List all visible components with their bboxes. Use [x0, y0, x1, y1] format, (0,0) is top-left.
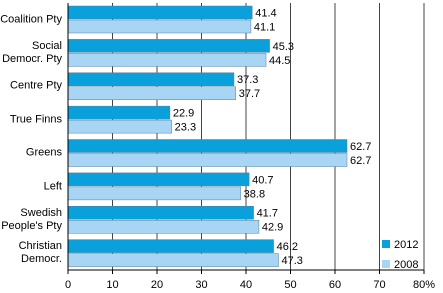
value-label: 45.3	[273, 41, 294, 53]
y-tick-label: True Finns	[9, 113, 62, 126]
bar	[67, 139, 348, 153]
bar	[67, 72, 235, 86]
value-label: 37.3	[237, 74, 258, 86]
y-tick-label: Coalition Pty	[0, 13, 62, 26]
x-tick-label: 80%	[413, 279, 435, 291]
value-label: 41.7	[257, 208, 278, 220]
x-tick-label: 50	[284, 279, 296, 291]
bar	[67, 239, 274, 253]
value-label: 37.7	[239, 88, 260, 100]
x-tick-label: 30	[195, 279, 207, 291]
value-label: 44.5	[269, 55, 290, 67]
bar	[67, 39, 270, 53]
value-label: 42.9	[262, 222, 283, 234]
value-label: 47.3	[281, 255, 302, 267]
bar	[67, 105, 171, 120]
x-tick-label: 40	[240, 279, 252, 291]
legend-label: 2012	[394, 239, 418, 251]
y-tick-label: Swedish People's Pty	[1, 206, 62, 232]
y-tick-label: Centre Pty	[10, 79, 62, 92]
bar	[67, 253, 279, 267]
value-label: 40.7	[252, 174, 273, 186]
bar	[67, 153, 348, 167]
x-tick-label: 10	[106, 279, 118, 291]
y-tick-label: Christian Democr.	[18, 240, 62, 266]
x-tick-label: 60	[329, 279, 341, 291]
value-label: 41.4	[255, 7, 276, 19]
bar	[67, 86, 237, 100]
x-tick-label: 0	[65, 279, 71, 291]
bar	[67, 53, 267, 67]
value-label: 22.9	[173, 108, 194, 120]
value-label: 46.2	[277, 241, 298, 253]
x-tick-label: 70	[373, 279, 385, 291]
y-tick-label: Social Democr. Pty	[2, 40, 62, 66]
legend-swatch	[382, 260, 390, 268]
legend-swatch	[382, 240, 390, 248]
bar	[67, 19, 252, 34]
bar	[67, 186, 241, 201]
bar	[67, 206, 254, 220]
legend-label: 2008	[394, 259, 418, 271]
value-label: 41.1	[254, 21, 275, 33]
value-label: 62.7	[350, 141, 371, 153]
bar	[67, 172, 250, 187]
value-label: 38.8	[244, 188, 265, 200]
value-label: 23.3	[175, 122, 196, 134]
x-tick-label: 20	[151, 279, 163, 291]
y-tick-label: Left	[43, 180, 62, 193]
value-label: 62.7	[350, 155, 371, 167]
bar	[67, 5, 253, 20]
bar	[67, 220, 260, 234]
bar	[67, 119, 172, 134]
y-tick-label: Greens	[25, 146, 62, 159]
